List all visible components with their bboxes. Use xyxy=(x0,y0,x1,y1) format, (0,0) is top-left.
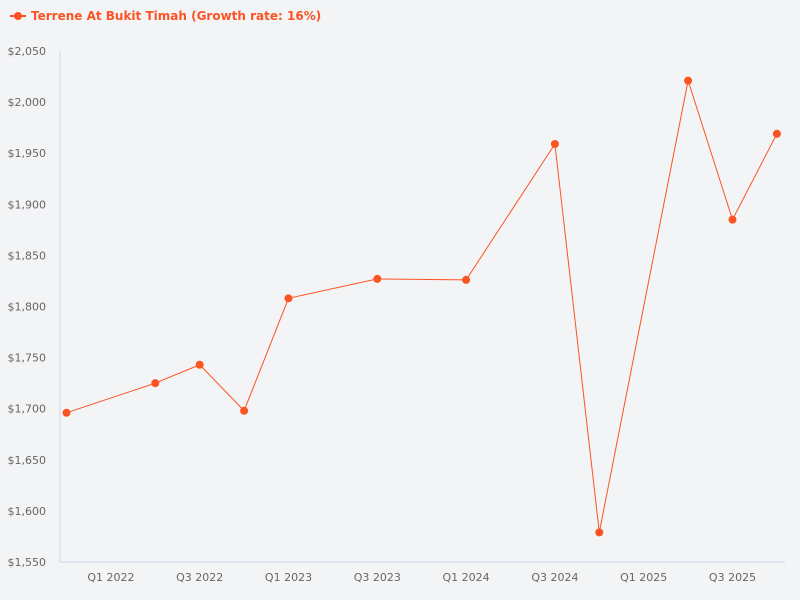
data-point[interactable] xyxy=(284,294,293,303)
y-tick-label: $1,850 xyxy=(8,249,47,262)
y-tick-label: $1,750 xyxy=(8,352,47,365)
data-point[interactable] xyxy=(240,406,249,415)
y-tick-label: $1,950 xyxy=(8,147,47,160)
x-tick-label: Q3 2022 xyxy=(176,571,223,584)
x-tick-label: Q3 2024 xyxy=(531,571,578,584)
y-tick-label: $1,550 xyxy=(8,556,47,569)
x-tick-label: Q1 2024 xyxy=(443,571,490,584)
y-tick-label: $1,600 xyxy=(8,505,47,518)
y-tick-label: $1,900 xyxy=(8,198,47,211)
legend-label: Terrene At Bukit Timah (Growth rate: 16%… xyxy=(31,9,322,23)
data-point[interactable] xyxy=(373,274,382,283)
data-point[interactable] xyxy=(595,528,604,537)
data-point[interactable] xyxy=(195,360,204,369)
x-tick-label: Q1 2025 xyxy=(620,571,667,584)
x-tick-label: Q1 2023 xyxy=(265,571,312,584)
legend-item[interactable]: Terrene At Bukit Timah (Growth rate: 16%… xyxy=(10,9,321,23)
x-tick-label: Q3 2023 xyxy=(354,571,401,584)
y-tick-label: $1,700 xyxy=(8,403,47,416)
data-point[interactable] xyxy=(728,215,737,224)
data-point[interactable] xyxy=(550,140,559,149)
data-point[interactable] xyxy=(772,129,781,138)
y-axis-labels: $1,550 $1,600 $1,650 $1,700 $1,750 $1,800 $1,8… xyxy=(8,45,47,569)
x-tick-label: Q3 2025 xyxy=(709,571,756,584)
x-axis-labels: Q1 2022 Q3 2022 Q1 2023 Q3 2023 Q1 2024 Q3 20… xyxy=(87,571,756,584)
data-point[interactable] xyxy=(62,408,71,417)
y-tick-label: $2,050 xyxy=(8,45,47,58)
legend-marker-icon xyxy=(10,12,26,20)
series-markers xyxy=(62,76,781,537)
data-point[interactable] xyxy=(151,379,160,388)
series-line xyxy=(66,80,778,533)
data-point[interactable] xyxy=(684,76,693,85)
y-tick-label: $1,800 xyxy=(8,301,47,314)
y-tick-label: $1,650 xyxy=(8,454,47,467)
y-tick-label: $2,000 xyxy=(8,96,47,109)
data-point[interactable] xyxy=(462,275,471,284)
x-tick-label: Q1 2022 xyxy=(87,571,134,584)
